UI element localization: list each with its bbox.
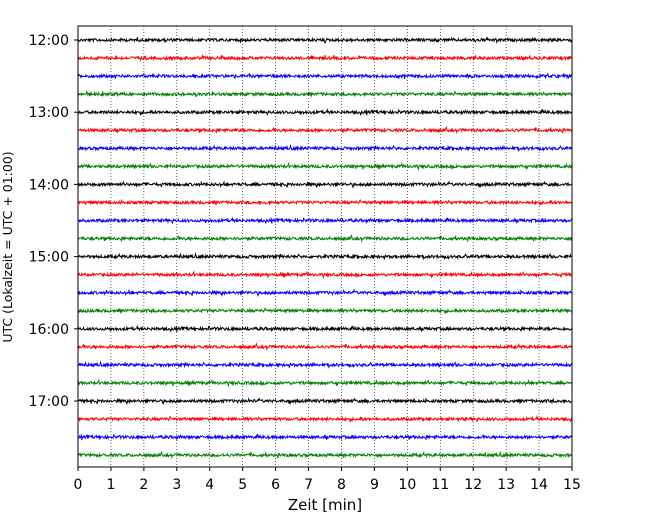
trace-1545 <box>77 306 573 315</box>
trace-1315 <box>77 125 573 135</box>
seismic-traces <box>77 36 573 460</box>
trace-1445 <box>77 233 573 243</box>
y-tick-label-2: 14:00 <box>29 177 69 193</box>
x-tick-label-2: 2 <box>139 477 148 493</box>
trace-1430 <box>77 216 573 225</box>
x-tick-label-14: 14 <box>530 477 548 493</box>
trace-1415 <box>77 198 573 206</box>
trace-1330 <box>77 143 573 153</box>
y-tick-label-5: 17:00 <box>29 394 69 410</box>
x-tick-label-12: 12 <box>464 477 482 493</box>
trace-1515 <box>77 270 573 280</box>
x-tick-label-3: 3 <box>172 477 181 493</box>
x-tick-label-7: 7 <box>304 477 313 493</box>
trace-1600 <box>77 324 573 333</box>
y-tick-label-1: 13:00 <box>29 105 69 121</box>
trace-1500 <box>77 252 573 261</box>
trace-1530 <box>77 288 573 298</box>
y-axis-label: UTC (Lokalzeit = UTC + 01:00) <box>0 151 15 342</box>
trace-1700 <box>77 397 573 406</box>
trace-1400 <box>77 180 573 189</box>
x-tick-label-8: 8 <box>337 477 346 493</box>
trace-1300 <box>77 108 573 117</box>
trace-1245 <box>77 89 573 98</box>
trace-1345 <box>77 161 573 171</box>
x-tick-label-0: 0 <box>74 477 83 493</box>
trace-1215 <box>77 54 573 62</box>
trace-1200 <box>77 36 573 45</box>
y-tick-label-4: 16:00 <box>29 322 69 338</box>
trace-1630 <box>77 360 573 369</box>
trace-1730 <box>77 433 573 441</box>
x-axis-label: Zeit [min] <box>288 496 362 514</box>
x-tick-label-9: 9 <box>370 477 379 493</box>
x-axis-ticks: 0 1 2 3 4 5 6 7 8 9 10 11 12 13 14 15 <box>74 467 581 493</box>
x-tick-label-11: 11 <box>431 477 449 493</box>
x-tick-label-6: 6 <box>271 477 280 493</box>
x-tick-label-10: 10 <box>398 477 416 493</box>
y-tick-label-3: 15:00 <box>29 250 69 266</box>
trace-1615 <box>77 342 573 352</box>
x-tick-label-5: 5 <box>238 477 247 493</box>
trace-1230 <box>77 72 573 80</box>
trace-1645 <box>77 378 573 388</box>
x-tick-label-13: 13 <box>497 477 515 493</box>
trace-1715 <box>77 414 573 423</box>
y-tick-label-0: 12:00 <box>29 33 69 49</box>
y-axis-ticks: 12:00 13:00 14:00 15:00 16:00 17:00 <box>29 33 78 410</box>
trace-1745 <box>77 450 573 460</box>
x-tick-label-15: 15 <box>563 477 581 493</box>
x-tick-label-1: 1 <box>106 477 115 493</box>
x-tick-label-4: 4 <box>205 477 214 493</box>
plot-frame <box>77 25 573 468</box>
